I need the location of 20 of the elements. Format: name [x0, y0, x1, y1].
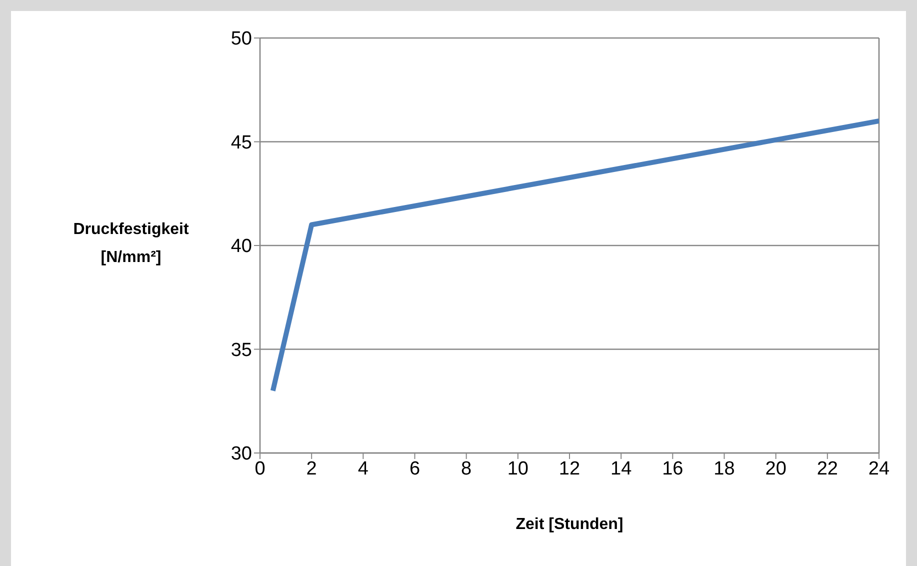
y-tick-label: 40: [230, 236, 252, 258]
x-tick-label: 10: [507, 458, 528, 480]
x-tick-label: 8: [461, 458, 472, 480]
x-tick-label: 0: [254, 458, 266, 480]
x-tick-label: 12: [558, 458, 580, 480]
x-axis-title: Zeit [Stunden]: [514, 516, 624, 534]
y-tick-label: 45: [230, 132, 252, 154]
x-tick-label: 2: [306, 458, 317, 480]
x-tick-label: 14: [610, 458, 632, 480]
x-tick-label: 20: [765, 458, 786, 480]
y-axis-title: Druckfestigkeit [N/mm²]: [72, 220, 190, 268]
x-tick-label: 24: [868, 458, 890, 480]
y-tick-label: 30: [230, 444, 252, 465]
x-tick-label: 16: [662, 458, 684, 480]
x-tick-label: 6: [409, 458, 420, 480]
x-tick-label: 18: [714, 458, 735, 480]
y-tick-label: 50: [230, 28, 252, 50]
x-tick-label: 22: [816, 458, 838, 480]
x-tick-label: 4: [358, 458, 369, 480]
y-tick-label: 35: [230, 340, 252, 361]
